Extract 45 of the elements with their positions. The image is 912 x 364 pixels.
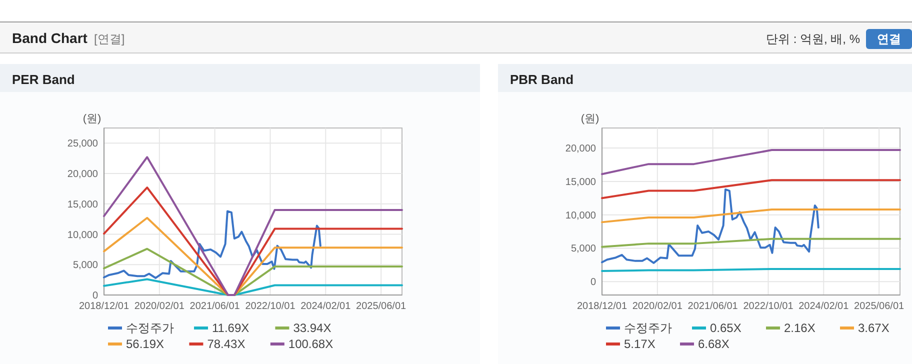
y-tick-label: 15,000 (67, 199, 98, 210)
legend-label: 2.16X (784, 321, 816, 336)
legend-label: 56.19X (126, 337, 164, 352)
x-tick-label: 2018/12/01 (78, 301, 130, 312)
x-tick-label: 2021/06/01 (688, 301, 738, 312)
chart-title: PBR Band (510, 72, 574, 87)
legend-label: 수정주가 (624, 321, 672, 336)
y-tick-label: 20,000 (67, 169, 98, 180)
y-tick-label: 5,000 (570, 244, 596, 255)
y-tick-label: 15,000 (565, 176, 596, 188)
x-tick-label: 2020/02/01 (632, 301, 683, 312)
x-tick-label: 2018/12/01 (576, 301, 628, 312)
x-tick-label: 2021/06/01 (190, 301, 240, 312)
y-tick-label: 5,000 (72, 260, 98, 272)
line-series (103, 210, 322, 279)
text: 단위 : 억원, 배, % (766, 32, 860, 46)
x-tick-label: 2024/02/01 (300, 301, 352, 312)
legend-label: 6.68X (698, 337, 730, 352)
x-tick-label: 2024/02/01 (798, 301, 850, 312)
legend-label: 11.69X (212, 321, 250, 336)
legend-label: 33.94X (293, 321, 332, 336)
x-tick-label: 2025/06/01 (854, 301, 905, 312)
legend-label: 100.68X (288, 337, 334, 352)
text: 연결 (877, 32, 901, 46)
legend-label: 78.43X (207, 337, 246, 352)
y-tick-label: 20,000 (565, 144, 596, 155)
chart-title: PER Band (12, 72, 75, 87)
text: Band Chart (12, 30, 88, 46)
y-axis-title: (원) (82, 113, 102, 125)
x-tick-label: 2025/06/01 (356, 301, 407, 312)
legend-label: 5.17X (624, 337, 656, 352)
text: [연결] (94, 32, 125, 46)
y-axis-title: (원) (580, 113, 600, 125)
legend-label: 0.65X (710, 321, 742, 336)
y-tick-label: 0 (92, 290, 98, 302)
y-tick-label: 10,000 (67, 230, 98, 241)
x-tick-label: 2022/10/01 (743, 301, 794, 312)
legend-label: 수정주가 (126, 321, 174, 336)
line-series (601, 188, 820, 264)
y-tick-label: 25,000 (67, 138, 98, 150)
x-tick-label: 2022/10/01 (245, 301, 296, 312)
y-tick-label: 0 (590, 277, 596, 288)
y-tick-label: 10,000 (565, 210, 596, 222)
x-tick-label: 2020/02/01 (134, 301, 185, 312)
legend-label: 3.67X (858, 321, 890, 336)
